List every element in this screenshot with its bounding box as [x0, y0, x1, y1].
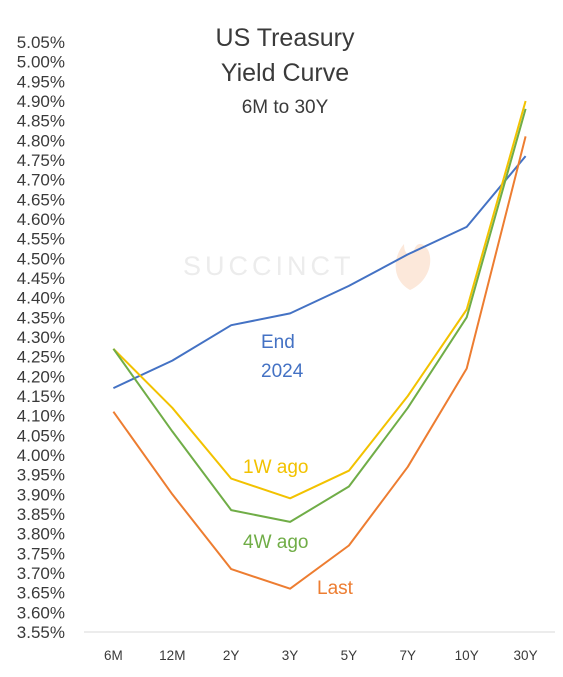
series-line-last [112, 136, 527, 590]
y-tick-label: 3.90% [17, 485, 65, 504]
y-tick-label: 4.20% [17, 367, 65, 386]
x-tick-label: 5Y [341, 648, 358, 663]
y-tick-label: 4.65% [17, 190, 65, 209]
series-line-end-2024 [112, 155, 527, 390]
series-label-4w-ago: 4W ago [243, 532, 308, 553]
series-line-1w-ago [112, 100, 527, 500]
series-labels: End 2024 1W ago 4W ago Last [243, 332, 354, 599]
y-tick-label: 3.95% [17, 466, 65, 485]
chart-title-line1: US Treasury [216, 24, 355, 52]
x-axis: 6M 12M 2Y 3Y 5Y 7Y 10Y 30Y [104, 648, 538, 663]
x-tick-label: 10Y [455, 648, 479, 663]
y-tick-label: 4.00% [17, 446, 65, 465]
y-tick-label: 4.05% [17, 426, 65, 445]
y-tick-label: 4.15% [17, 387, 65, 406]
y-tick-label: 3.80% [17, 525, 65, 544]
x-tick-label: 30Y [514, 648, 538, 663]
y-tick-label: 4.75% [17, 151, 65, 170]
x-tick-label: 2Y [223, 648, 240, 663]
y-tick-label: 4.25% [17, 348, 65, 367]
y-tick-label: 4.85% [17, 112, 65, 131]
series-label-1w-ago: 1W ago [243, 457, 308, 478]
y-tick-label: 3.75% [17, 544, 65, 563]
series-label-end-2024: End 2024 [261, 332, 304, 382]
y-axis: 3.55%3.60%3.65%3.70%3.75%3.80%3.85%3.90%… [17, 33, 65, 642]
y-tick-label: 4.70% [17, 171, 65, 190]
y-tick-label: 4.90% [17, 92, 65, 111]
series-label-last: Last [317, 578, 354, 599]
x-tick-label: 7Y [400, 648, 417, 663]
chart-subtitle: 6M to 30Y [242, 97, 329, 118]
flame-logo-icon [395, 243, 431, 290]
y-tick-label: 3.65% [17, 584, 65, 603]
y-tick-label: 3.60% [17, 603, 65, 622]
y-tick-label: 4.10% [17, 407, 65, 426]
y-tick-label: 3.55% [17, 623, 65, 642]
y-tick-label: 5.05% [17, 33, 65, 52]
y-tick-label: 3.70% [17, 564, 65, 583]
y-tick-label: 4.80% [17, 131, 65, 150]
y-tick-label: 4.45% [17, 269, 65, 288]
y-tick-label: 3.85% [17, 505, 65, 524]
y-tick-label: 4.50% [17, 249, 65, 268]
series-lines [112, 100, 527, 590]
y-tick-label: 4.35% [17, 308, 65, 327]
x-tick-label: 12M [159, 648, 185, 663]
watermark-text: SUCCINCT [183, 251, 355, 281]
x-tick-label: 6M [104, 648, 123, 663]
chart-title-line2: Yield Curve [221, 59, 349, 87]
watermark: SUCCINCT [183, 243, 431, 290]
y-tick-label: 4.30% [17, 328, 65, 347]
y-tick-label: 5.00% [17, 53, 65, 72]
y-tick-label: 4.60% [17, 210, 65, 229]
series-line-4w-ago [112, 108, 527, 523]
y-tick-label: 4.55% [17, 230, 65, 249]
y-tick-label: 4.95% [17, 72, 65, 91]
x-tick-label: 3Y [282, 648, 299, 663]
y-tick-label: 4.40% [17, 289, 65, 308]
chart-title: US Treasury Yield Curve 6M to 30Y [216, 24, 355, 118]
